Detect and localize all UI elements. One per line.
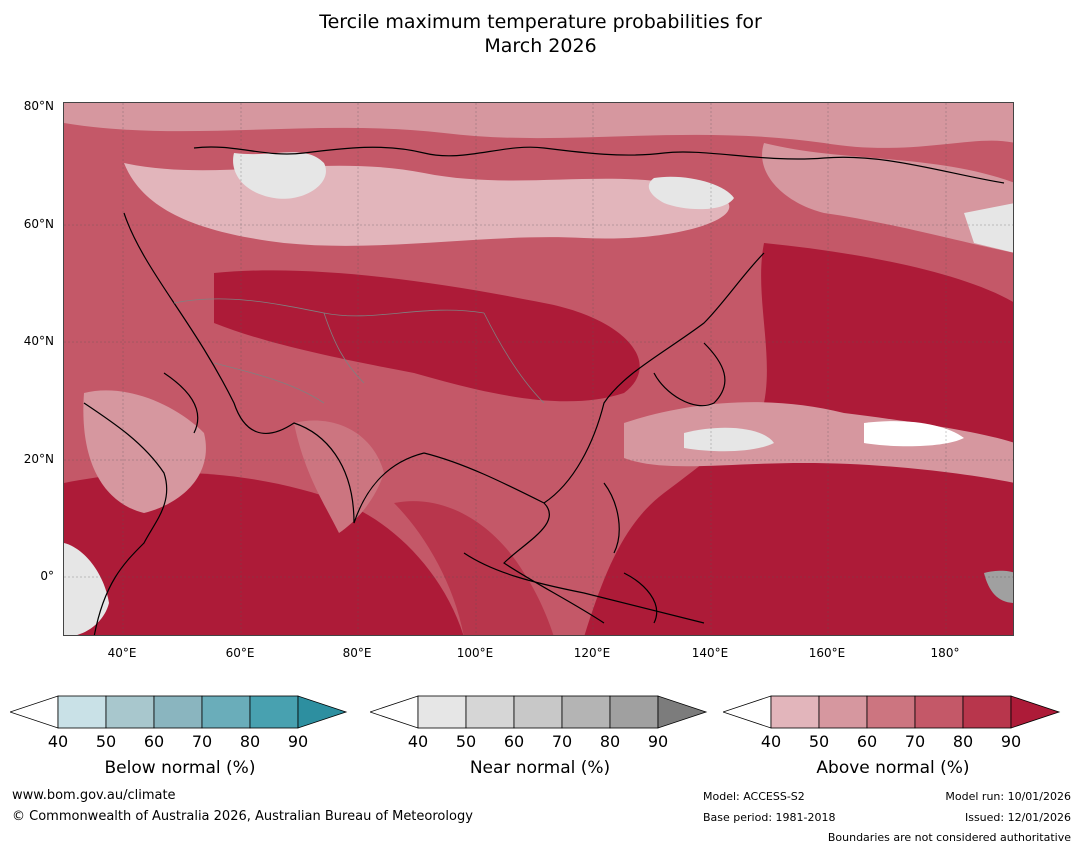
colorbar-swatch — [57, 695, 107, 729]
colorbar-swatch — [153, 695, 203, 729]
lon-label-160e: 160°E — [808, 646, 846, 660]
title-line-2: March 2026 — [484, 35, 597, 57]
tick: 40 — [407, 732, 429, 751]
coastlines — [83, 146, 1005, 635]
title-line-1: Tercile maximum temperature probabilitie… — [319, 11, 762, 33]
tick: 50 — [808, 732, 830, 751]
tick: 80 — [952, 732, 974, 751]
colorbar-upper-extension — [657, 695, 708, 729]
lat-label-80n: 80°N — [23, 99, 54, 113]
colorbar-swatch — [866, 695, 916, 729]
colorbar-near-swatches — [370, 695, 708, 729]
tick: 80 — [239, 732, 261, 751]
map-shading — [64, 103, 1013, 635]
colorbar-above-swatches — [723, 695, 1061, 729]
lon-label-180: 180° — [930, 646, 960, 660]
lat-label-0: 0° — [40, 569, 54, 583]
tick: 90 — [1000, 732, 1022, 751]
map-title: Tercile maximum temperature probabilitie… — [0, 10, 1081, 58]
lon-label-60e: 60°E — [225, 646, 255, 660]
colorbar-swatch — [201, 695, 251, 729]
lat-label-60n: 60°N — [23, 217, 54, 231]
colorbar-lower-extension — [723, 695, 772, 729]
tick: 60 — [856, 732, 878, 751]
copyright-text: © Commonwealth of Australia 2026, Austra… — [12, 809, 473, 824]
colorbar-above-ticks: 40 50 60 70 80 90 — [723, 732, 1063, 752]
colorbar-near-title: Near normal (%) — [469, 758, 611, 778]
colorbar-upper-extension — [1010, 695, 1061, 729]
model-text: Model: ACCESS-S2 — [703, 790, 805, 803]
colorbar-swatch — [818, 695, 868, 729]
probability-map — [63, 102, 1014, 636]
colorbar-lower-extension — [10, 695, 59, 729]
tick: 60 — [503, 732, 525, 751]
colorbar-below-normal: 40 50 60 70 80 90 Below normal (%) — [10, 694, 350, 778]
base-period-text: Base period: 1981-2018 — [703, 811, 836, 824]
colorbar-swatch — [609, 695, 659, 729]
colorbar-above-normal: 40 50 60 70 80 90 Above normal (%) — [723, 694, 1063, 778]
lon-label-80e: 80°E — [342, 646, 372, 660]
tick: 60 — [143, 732, 165, 751]
colorbar-swatch — [770, 695, 820, 729]
tick: 70 — [191, 732, 213, 751]
colorbar-swatch — [465, 695, 515, 729]
lat-label-20n: 20°N — [23, 452, 54, 466]
colorbar-below-ticks: 40 50 60 70 80 90 — [10, 732, 350, 752]
colorbar-swatch — [105, 695, 155, 729]
website-link[interactable]: www.bom.gov.au/climate — [12, 788, 176, 803]
tick: 50 — [455, 732, 477, 751]
colorbar-upper-extension — [297, 695, 348, 729]
tick: 70 — [551, 732, 573, 751]
lon-label-140e: 140°E — [691, 646, 729, 660]
colorbar-near-normal: 40 50 60 70 80 90 Near normal (%) — [370, 694, 710, 778]
colorbar-swatch — [249, 695, 299, 729]
colorbar-lower-extension — [370, 695, 419, 729]
tick: 90 — [287, 732, 309, 751]
colorbar-near-ticks: 40 50 60 70 80 90 — [370, 732, 710, 752]
lat-label-40n: 40°N — [23, 334, 54, 348]
colorbar-swatch — [513, 695, 563, 729]
colorbar-swatch — [962, 695, 1012, 729]
colorbar-swatch — [417, 695, 467, 729]
colorbar-swatch — [561, 695, 611, 729]
tick: 80 — [599, 732, 621, 751]
lon-label-40e: 40°E — [107, 646, 137, 660]
model-run-text: Model run: 10/01/2026 — [945, 790, 1071, 803]
tick: 70 — [904, 732, 926, 751]
tick: 40 — [760, 732, 782, 751]
disclaimer-text: Boundaries are not considered authoritat… — [827, 831, 1071, 844]
lon-label-100e: 100°E — [456, 646, 494, 660]
colorbar-above-title: Above normal (%) — [816, 758, 970, 778]
lon-label-120e: 120°E — [573, 646, 611, 660]
tick: 40 — [47, 732, 69, 751]
tick: 50 — [95, 732, 117, 751]
colorbar-swatch — [914, 695, 964, 729]
colorbar-below-swatches — [10, 695, 348, 729]
tick: 90 — [647, 732, 669, 751]
colorbar-below-title: Below normal (%) — [104, 758, 256, 778]
issued-text: Issued: 12/01/2026 — [964, 811, 1071, 824]
